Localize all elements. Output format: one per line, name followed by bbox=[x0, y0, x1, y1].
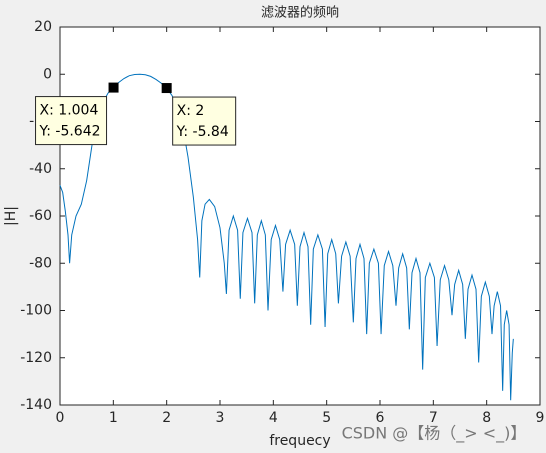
datatip-marker bbox=[108, 82, 119, 93]
y-tick-label: -100 bbox=[20, 303, 52, 319]
x-tick-label: 3 bbox=[216, 410, 225, 426]
datatip-box bbox=[35, 96, 108, 146]
x-tick-label: 7 bbox=[429, 410, 438, 426]
data-line bbox=[59, 73, 514, 401]
y-tick-label: 0 bbox=[43, 66, 52, 82]
y-tick-label: -120 bbox=[20, 350, 52, 366]
y-tick-label: 20 bbox=[34, 19, 52, 35]
datatip-box bbox=[172, 96, 237, 146]
datatip-y: Y: -5.84 bbox=[176, 124, 229, 140]
x-tick-label: 9 bbox=[536, 410, 545, 426]
chart-title: 滤波器的频响 bbox=[261, 5, 339, 21]
y-axis-label: |H| bbox=[3, 206, 19, 226]
datatip-x: X: 1.004 bbox=[40, 103, 99, 119]
datatip-x: X: 2 bbox=[177, 103, 205, 119]
x-tick-label: 8 bbox=[482, 410, 491, 426]
y-tick-label: -80 bbox=[29, 255, 52, 271]
x-tick-label: 0 bbox=[56, 410, 65, 426]
x-tick-label: 5 bbox=[322, 410, 331, 426]
x-tick-label: 2 bbox=[162, 410, 171, 426]
y-tick-label: -140 bbox=[20, 397, 52, 413]
x-tick-label: 4 bbox=[269, 410, 278, 426]
datatip-marker bbox=[161, 83, 172, 94]
x-axis-label: frequecy bbox=[269, 433, 330, 449]
y-tick-label: -40 bbox=[29, 161, 52, 177]
y-tick-label: -60 bbox=[29, 208, 52, 224]
axes-box bbox=[59, 26, 541, 406]
datatip-y: Y: -5.642 bbox=[39, 124, 101, 140]
watermark: CSDN @【杨（_> <_)】 bbox=[342, 424, 527, 444]
x-tick-label: 6 bbox=[376, 410, 385, 426]
x-tick-label: 1 bbox=[109, 410, 118, 426]
